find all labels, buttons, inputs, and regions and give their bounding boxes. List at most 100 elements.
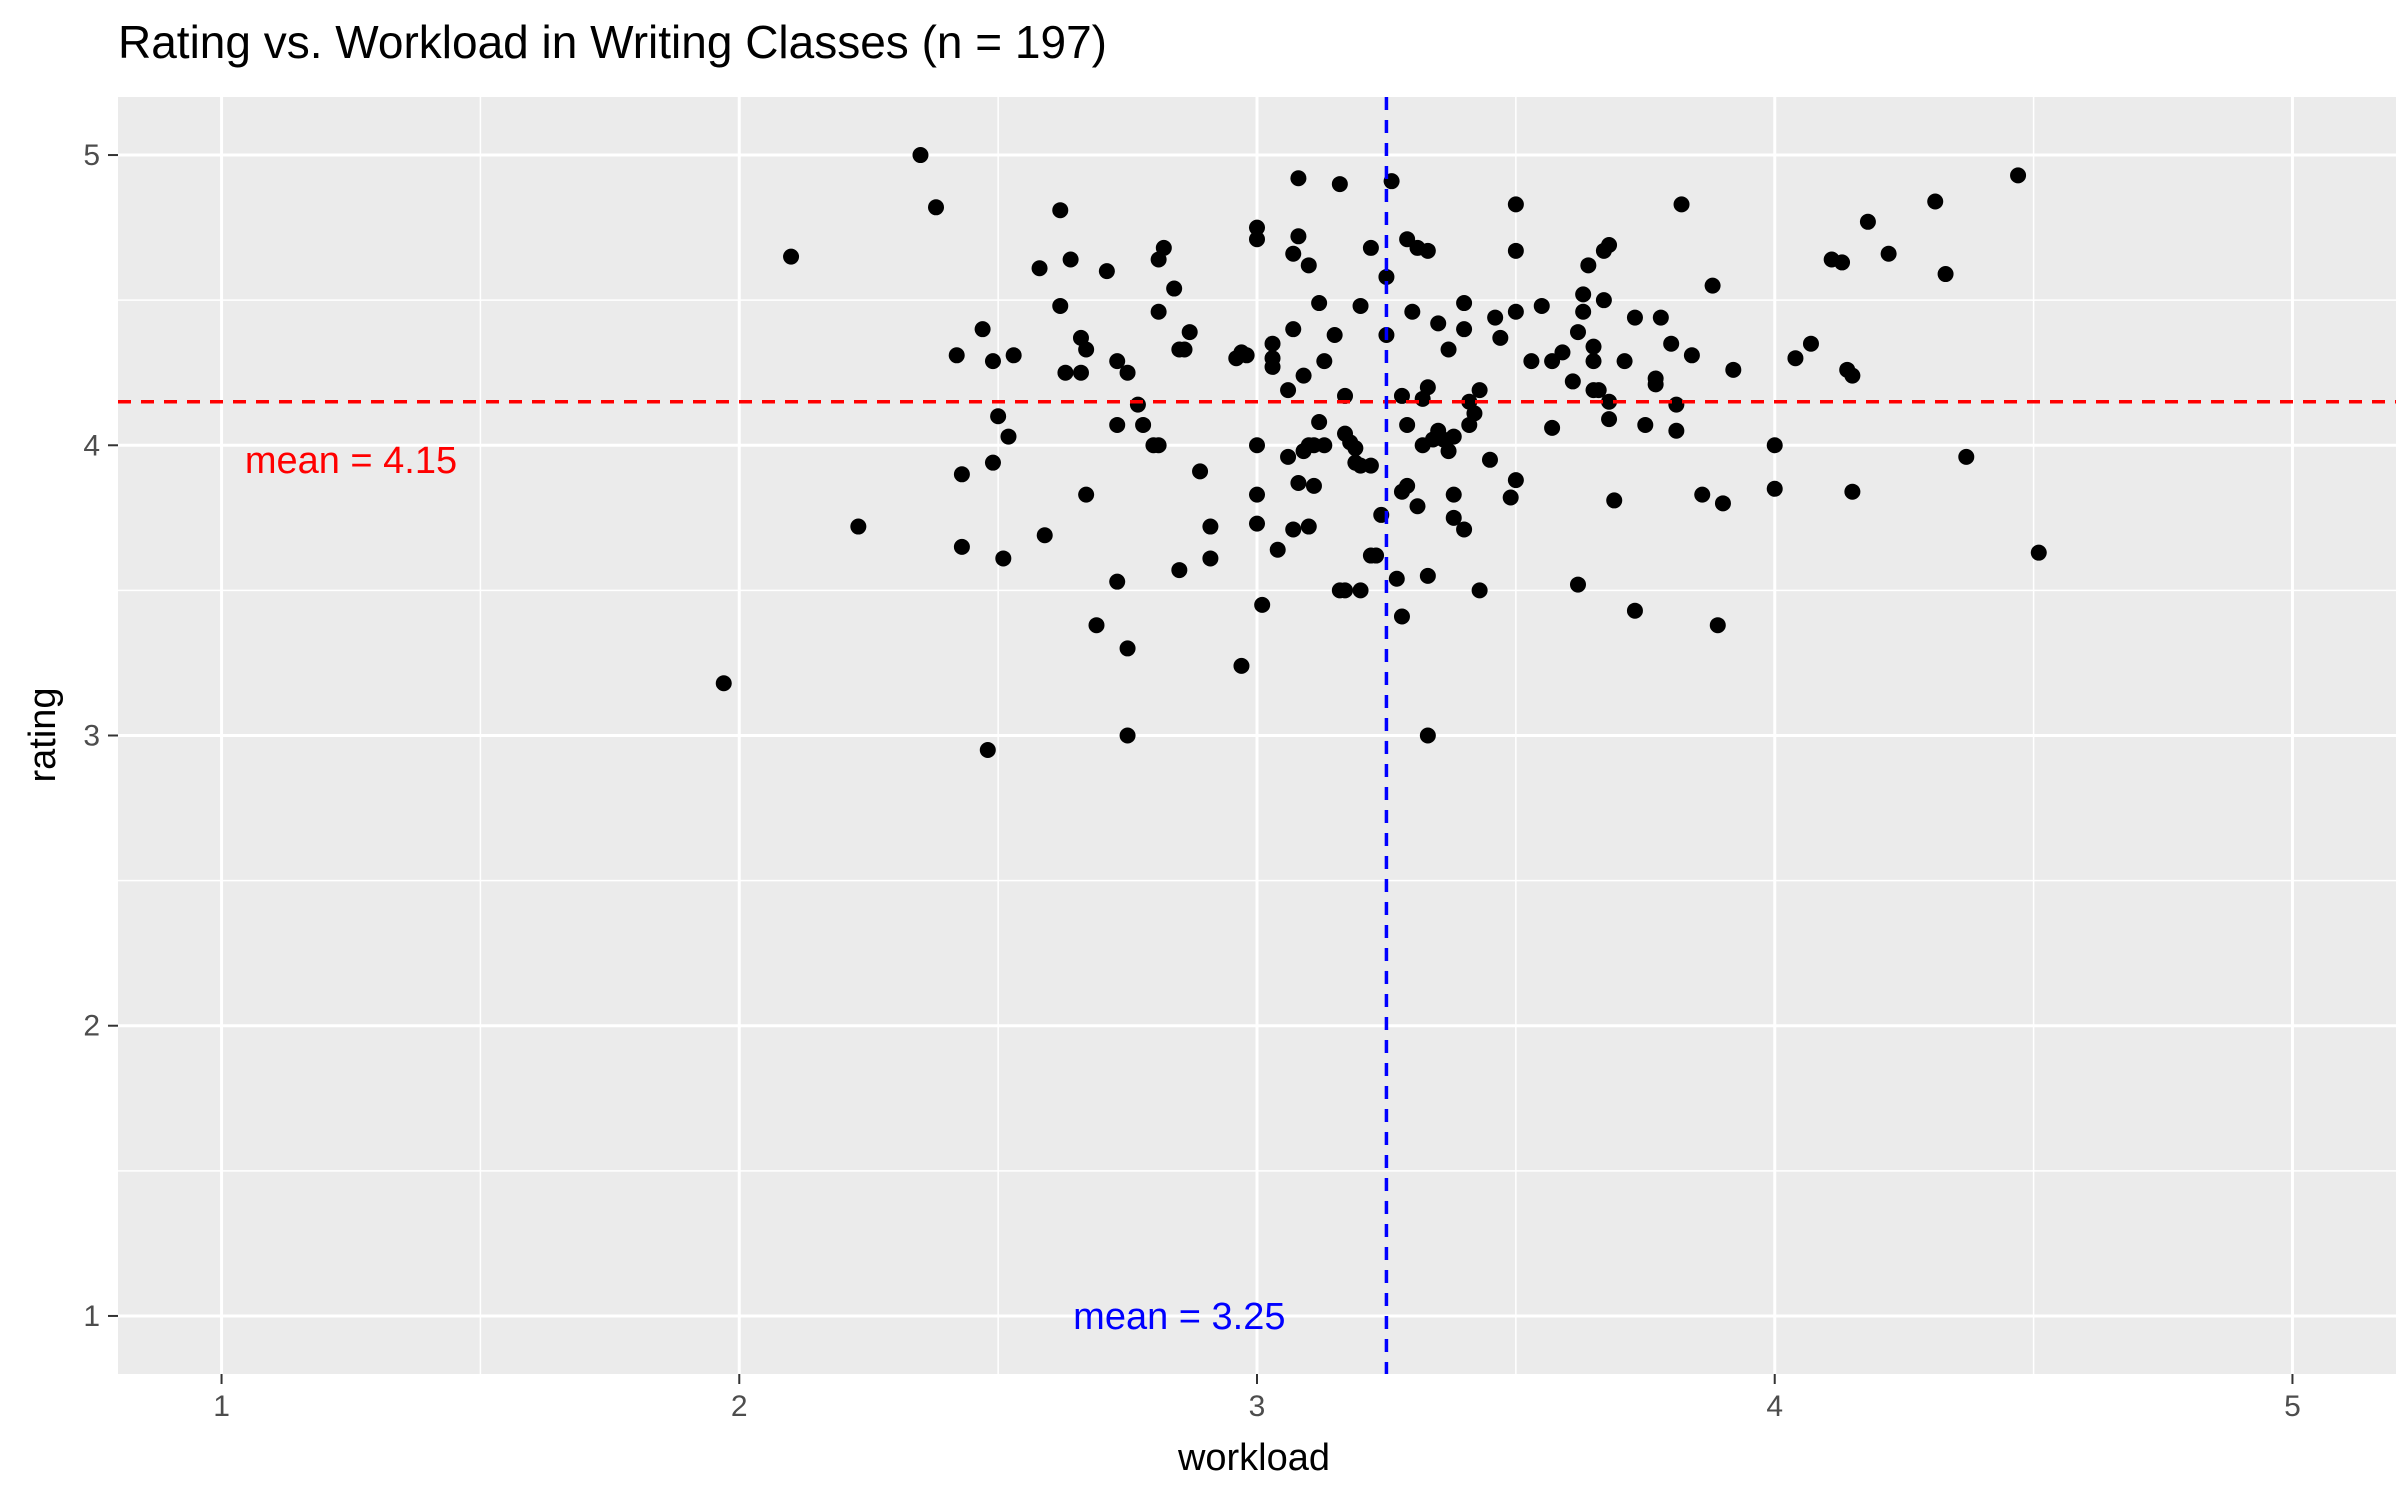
data-point (984, 353, 1001, 370)
data-point (928, 199, 945, 216)
data-point (1254, 596, 1271, 613)
data-point (1544, 419, 1561, 436)
data-point (850, 518, 867, 535)
data-point (1523, 353, 1540, 370)
data-point (974, 321, 991, 338)
data-point (995, 550, 1012, 567)
data-point (1166, 280, 1183, 297)
data-point (1088, 617, 1105, 634)
data-point (1580, 257, 1597, 274)
data-point (1326, 326, 1343, 343)
data-point (1430, 315, 1447, 332)
data-point (1683, 347, 1700, 364)
data-point (1249, 515, 1265, 532)
y-tick-label: 3 (83, 720, 100, 753)
data-point (1502, 489, 1519, 506)
data-point (1626, 602, 1643, 619)
data-point (1652, 309, 1669, 326)
data-point (1005, 347, 1022, 364)
data-point (1787, 350, 1804, 367)
data-point (984, 454, 1001, 471)
data-point (1290, 170, 1307, 187)
data-point (1264, 335, 1281, 352)
mean-label-rating: mean = 4.15 (245, 440, 457, 482)
data-point (1419, 727, 1436, 744)
data-point (1305, 477, 1322, 494)
data-point (1399, 416, 1416, 433)
data-point (1601, 411, 1618, 428)
data-point (1109, 573, 1126, 590)
data-point (1456, 321, 1473, 338)
data-point (1062, 251, 1079, 268)
data-point (1150, 303, 1167, 320)
data-point (1440, 443, 1457, 460)
data-point (1766, 480, 1783, 497)
data-point (1171, 562, 1188, 579)
data-point (1601, 237, 1618, 254)
data-point (1119, 364, 1136, 381)
data-point (1098, 263, 1115, 280)
data-point (2030, 544, 2047, 561)
data-point (1311, 414, 1328, 431)
data-point (1393, 608, 1410, 625)
data-point (948, 347, 965, 364)
data-point (1378, 268, 1395, 285)
data-point (1176, 341, 1193, 358)
grid-major (118, 97, 2396, 1374)
data-point (1419, 379, 1436, 396)
data-point (1507, 242, 1524, 259)
data-point (1052, 202, 1069, 219)
y-tick-label: 5 (83, 139, 100, 172)
data-point (1802, 335, 1819, 352)
data-point (1150, 437, 1167, 454)
data-point (1709, 617, 1726, 634)
y-tick-label: 1 (83, 1300, 100, 1333)
data-point (1362, 547, 1379, 564)
data-point (1078, 486, 1095, 503)
data-point (1331, 176, 1348, 193)
data-point (1507, 196, 1524, 213)
data-point (1295, 367, 1312, 384)
data-point (1575, 303, 1592, 320)
data-point (1601, 393, 1618, 410)
data-point (1844, 367, 1861, 384)
data-point (1704, 277, 1721, 294)
data-point (1456, 295, 1473, 312)
x-tick-label: 1 (213, 1390, 230, 1423)
chart-title: Rating vs. Workload in Writing Classes (… (118, 16, 1107, 68)
data-point (990, 408, 1007, 425)
data-point (1036, 527, 1053, 544)
data-point (1725, 361, 1742, 378)
data-point (1072, 364, 1089, 381)
data-point (1694, 486, 1711, 503)
data-point (1238, 347, 1255, 364)
data-point (1285, 321, 1302, 338)
data-point (953, 538, 970, 555)
data-point (1492, 329, 1509, 346)
data-point (1155, 239, 1172, 256)
data-point (1181, 324, 1198, 341)
data-point (1507, 472, 1524, 489)
data-point (1404, 303, 1421, 320)
data-point (1927, 193, 1944, 210)
data-point (1637, 416, 1654, 433)
data-point (1663, 335, 1680, 352)
data-point (1393, 387, 1410, 404)
data-point (1031, 260, 1048, 277)
data-point (1316, 437, 1333, 454)
data-point (1129, 396, 1146, 413)
data-point (1445, 428, 1462, 445)
data-point (1290, 475, 1307, 492)
data-point (1362, 239, 1379, 256)
data-point (1456, 521, 1473, 538)
data-point (1533, 297, 1550, 314)
data-point (1507, 303, 1524, 320)
data-point (1202, 550, 1219, 567)
y-tick-label: 2 (83, 1010, 100, 1043)
data-point (715, 675, 732, 692)
data-point (1057, 364, 1074, 381)
data-point (1937, 266, 1954, 283)
data-point (1352, 582, 1369, 599)
data-point (1440, 341, 1457, 358)
data-point (1419, 242, 1436, 259)
